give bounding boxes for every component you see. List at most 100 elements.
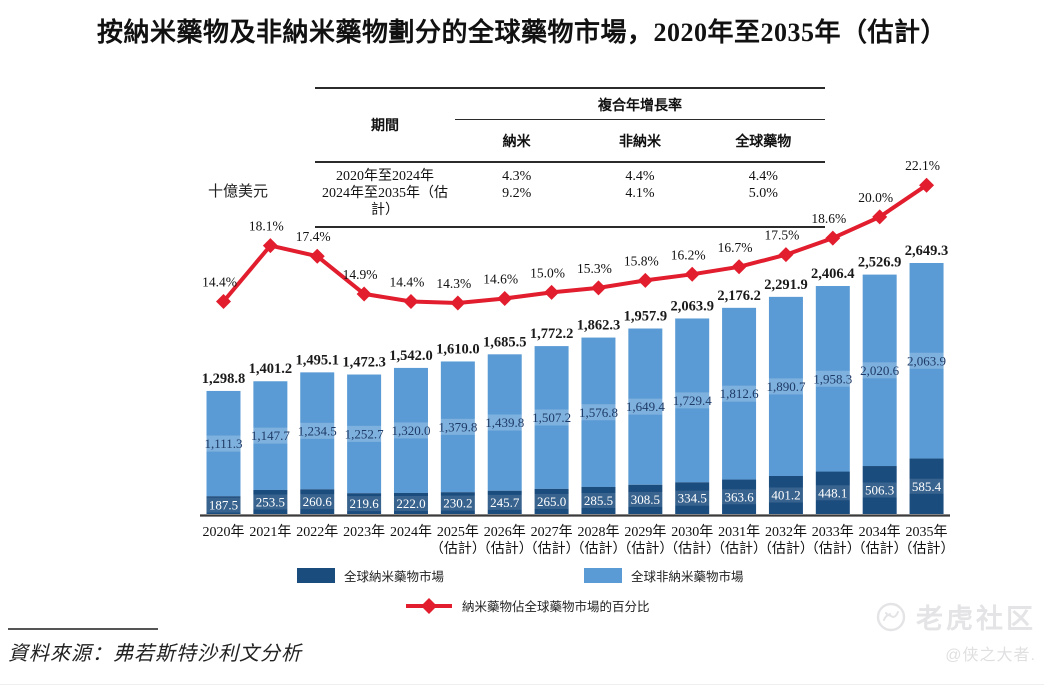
- nano-value-label: 265.0: [537, 494, 566, 509]
- x-tick-note: （估計）: [664, 541, 720, 557]
- total-label: 1,298.8: [202, 371, 246, 387]
- percentage-label: 17.4%: [296, 229, 331, 244]
- bar-segment-nonnano: [815, 286, 850, 472]
- bar-segment-nonnano: [722, 307, 757, 480]
- bar-group-2022年: 1,495.1 1,234.5 260.6 2022年: [289, 352, 346, 540]
- cagr-table-body: 2020年至2024年 4.3% 4.4% 4.4% 2024年至2035年（估計） 9.…: [315, 163, 825, 228]
- nano-value-label: 260.6: [303, 494, 333, 509]
- table-cell: 9.2%: [502, 186, 532, 201]
- bar-segment-nonnano: [628, 328, 663, 485]
- bar-group-2023年: 1,472.3 1,252.7 219.6 2023年: [336, 355, 392, 540]
- nonnano-value-label: 1,252.7: [345, 426, 385, 441]
- chart-title: 按納米藥物及非納米藥物劃分的全球藥物市場，2020年至2035年（估計）: [96, 18, 947, 47]
- total-label: 2,176.2: [717, 288, 761, 304]
- legend-label-nonnano: 全球非納米藥物市場: [631, 570, 744, 584]
- diamond-marker: [731, 259, 747, 275]
- bar-segment-nonnano: [862, 274, 897, 467]
- x-tick-note: （估計）: [617, 541, 673, 557]
- bar-segment-nano: [487, 490, 522, 514]
- nano-value-label: 506.3: [865, 483, 894, 498]
- table-cell: 4.3%: [502, 169, 532, 184]
- bar-group-2030年（估計）: 2,063.9 1,729.4 334.5 2030年（估計）: [664, 298, 720, 557]
- bar-group-2024年: 1,542.0 1,320.0 222.0 2024年: [383, 348, 439, 540]
- nano-value-label: 245.7: [490, 495, 520, 510]
- bar-segment-nano: [581, 486, 616, 514]
- bar-segment-nonnano: [581, 337, 616, 487]
- nano-value-label: 585.4: [912, 479, 942, 494]
- total-label: 1,685.5: [483, 334, 527, 350]
- bar-segment-nonnano: [440, 361, 475, 493]
- diamond-marker: [216, 293, 231, 309]
- source-divider: [8, 628, 158, 630]
- legend-item-nonnano: 全球非納米藥物市場: [584, 566, 744, 585]
- bar-segment-nano: [675, 482, 710, 514]
- nonnano-swatch-icon: [584, 568, 623, 583]
- total-label: 2,649.3: [905, 243, 949, 259]
- percentage-label: 14.4%: [390, 274, 425, 289]
- percentage-label: 20.0%: [858, 190, 893, 205]
- legend-label-nano: 全球納米藥物市場: [344, 570, 445, 584]
- nano-value-label: 187.5: [209, 498, 238, 513]
- percentage-label: 14.4%: [202, 274, 237, 289]
- bar-segment-nano: [440, 492, 475, 514]
- x-tick-year: 2035年: [906, 524, 948, 540]
- nonnano-value-label: 1,812.6: [720, 386, 760, 401]
- tiger-logo-icon: [876, 602, 906, 631]
- total-label: 1,401.2: [249, 361, 293, 377]
- bar-group-2028年（估計）: 1,862.3 1,576.8 285.5 2028年（估計）: [570, 318, 626, 557]
- bar-group-2035年（估計）: 2,649.3 2,063.9 585.4 2035年（估計）: [899, 243, 955, 557]
- diamond-marker: [544, 284, 560, 300]
- x-tick-year: 2021年: [249, 524, 291, 540]
- table-cell: 4.4%: [748, 169, 778, 184]
- nonnano-value-label: 1,147.7: [251, 428, 291, 443]
- source-text: 資料來源：弗若斯特沙利文分析: [8, 643, 302, 665]
- bar-group-2026年（估計）: 1,685.5 1,439.8 245.7 2026年（估計）: [477, 334, 533, 557]
- x-tick-year: 2020年: [203, 524, 245, 540]
- x-tick-year: 2033年: [812, 524, 854, 540]
- bar-segment-nonnano: [487, 354, 522, 491]
- bar-segment-nano: [628, 484, 663, 514]
- percentage-label: 14.9%: [343, 267, 378, 282]
- bar-segment-nano: [722, 479, 757, 514]
- x-tick-note: （估計）: [570, 541, 626, 557]
- watermark-handle: @侠之大者.: [945, 647, 1036, 664]
- nano-swatch-icon: [297, 568, 335, 583]
- nonnano-value-label: 2,020.6: [860, 363, 900, 378]
- y-axis-unit-label: 十億美元: [208, 184, 269, 200]
- nano-share-line: 14.4% 18.1% 17.4% 14.9% 14.4% 14.3% 14.6% 15.0%…: [202, 158, 940, 311]
- table-row-period: 2024年至2035年（估計）: [322, 186, 448, 218]
- nonnano-value-label: 1,439.8: [485, 415, 524, 430]
- table-cell: 4.1%: [625, 186, 655, 201]
- diamond-marker: [590, 280, 606, 296]
- diamond-marker: [403, 293, 419, 309]
- total-label: 1,862.3: [577, 318, 621, 334]
- diamond-marker: [450, 295, 466, 311]
- nonnano-value-label: 1,320.0: [391, 423, 430, 438]
- x-tick-year: 2030年: [671, 524, 713, 540]
- nonnano-value-label: 2,063.9: [907, 353, 946, 368]
- x-tick-year: 2029年: [624, 524, 666, 540]
- x-tick-year: 2025年: [437, 524, 479, 540]
- bar-group-2031年（估計）: 2,176.2 1,812.6 363.6 2031年（估計）: [711, 288, 767, 557]
- watermark-brand: 老虎社区: [916, 604, 1036, 634]
- nano-value-label: 222.0: [396, 496, 425, 511]
- total-label: 1,495.1: [295, 352, 339, 368]
- x-tick-year: 2032年: [765, 524, 807, 540]
- bar-segment-nonnano: [206, 390, 241, 497]
- stacked-bar-line-chart: 1,298.8 1,111.3 187.5 2020年 1,401.2 1,147.7 25…: [200, 158, 955, 557]
- cagr-table: 期間 複合年增長率 納米 非納米 全球藥物 2020年至2024年 4.3% 4.4% 4…: [315, 87, 825, 228]
- bar-group-2029年（估計）: 1,957.9 1,649.4 308.5 2029年（估計）: [617, 309, 673, 557]
- table-cell: 5.0%: [748, 186, 778, 201]
- nano-value-label: 230.2: [443, 496, 472, 511]
- table-column-header-2: 全球藥物: [735, 135, 792, 150]
- bar-segment-nonnano: [347, 374, 382, 494]
- total-label: 1,542.0: [389, 348, 433, 364]
- x-tick-year: 2024年: [390, 524, 432, 540]
- legend-item-percentage: 納米藥物佔全球藥物市場的百分比: [0, 596, 1044, 615]
- diamond-marker: [262, 238, 278, 254]
- nonnano-value-label: 1,379.8: [438, 419, 477, 434]
- bar-segment-nano: [300, 489, 335, 514]
- table-row: 2020年至2024年 4.3% 4.4% 4.4%: [315, 168, 825, 185]
- percentage-label: 17.5%: [765, 228, 800, 243]
- nano-value-label: 334.5: [678, 491, 707, 506]
